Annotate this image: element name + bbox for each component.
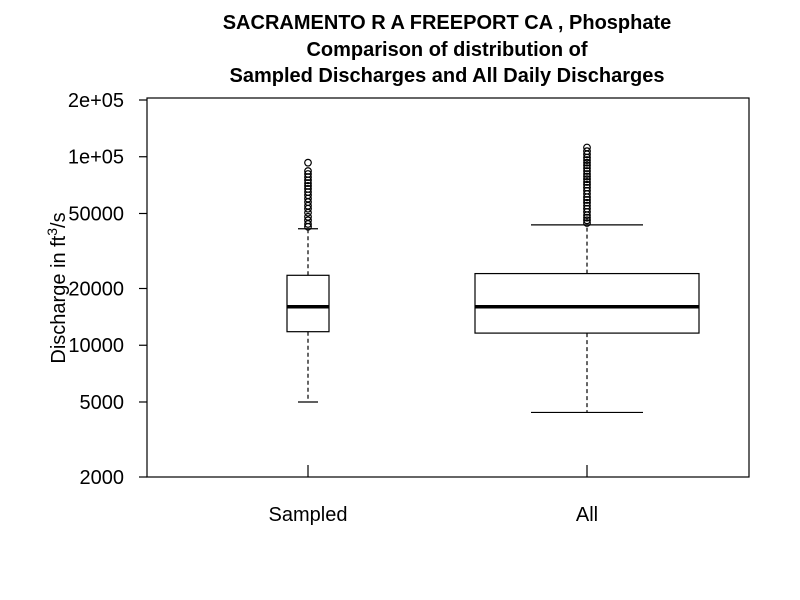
y-axis-label-exponent: 3: [44, 228, 60, 236]
outlier-point: [583, 216, 591, 225]
boxes: [286, 143, 700, 414]
outlier-point: [583, 147, 591, 156]
y-axis: 2000 5000 10000 20000 50000 1e+05 2e+05: [68, 90, 147, 489]
y-tick-label: 2e+05: [68, 90, 124, 112]
outlier-point: [304, 167, 312, 175]
y-tick-label: 50000: [68, 203, 124, 225]
chart-title-line-2: Comparison of distribution of: [306, 38, 588, 61]
outlier-point: [304, 170, 312, 178]
iqr-box: [286, 274, 330, 333]
outlier-point: [583, 180, 591, 189]
outlier-point: [304, 212, 312, 221]
outlier-point: [583, 213, 591, 222]
y-axis-label: Discharge in ft3/s: [44, 212, 70, 363]
outlier-point: [583, 143, 591, 152]
outlier-point: [583, 156, 591, 164]
outlier-point: [304, 185, 312, 193]
chart-title-line-1: SACRAMENTO R A FREEPORT CA , Phosphate: [222, 12, 672, 34]
outlier-point: [583, 183, 591, 192]
outlier-point: [583, 201, 591, 210]
outlier-point: [583, 186, 591, 195]
box-all: [474, 143, 700, 414]
y-tick-label: 10000: [68, 335, 124, 357]
x-tick-label: All: [576, 504, 598, 526]
chart-title-line-3: Sampled Discharges and All Daily Dischar…: [229, 65, 665, 87]
iqr-box: [474, 272, 700, 334]
outlier-point: [583, 175, 591, 184]
y-axis-label-suffix: /s: [48, 212, 70, 228]
outlier-point: [304, 182, 312, 190]
outlier-point: [304, 158, 312, 167]
outlier-point: [583, 161, 591, 170]
chart-title: SACRAMENTO R A FREEPORT CA , Phosphate C…: [147, 10, 747, 90]
outlier-point: [583, 219, 591, 227]
outlier-point: [583, 170, 591, 178]
y-tick-label: 5000: [80, 392, 125, 414]
outlier-point: [304, 216, 312, 225]
outlier-point: [583, 204, 591, 213]
x-tick-label: Sampled: [269, 504, 348, 526]
outlier-point: [583, 164, 591, 173]
y-tick-label: 1e+05: [68, 147, 124, 169]
x-axis: Sampled All: [269, 465, 598, 526]
y-tick-label: 2000: [80, 467, 125, 489]
outlier-point: [583, 178, 591, 186]
outlier-point: [583, 158, 591, 167]
y-axis-label-main: Discharge in ft: [48, 235, 70, 363]
y-tick-label: 20000: [68, 279, 124, 301]
outlier-point: [583, 167, 591, 175]
outlier-point: [583, 172, 591, 181]
plot-frame: [146, 97, 750, 478]
outlier-point: [583, 198, 591, 207]
box-sampled: [286, 158, 330, 403]
outlier-point: [304, 179, 312, 187]
